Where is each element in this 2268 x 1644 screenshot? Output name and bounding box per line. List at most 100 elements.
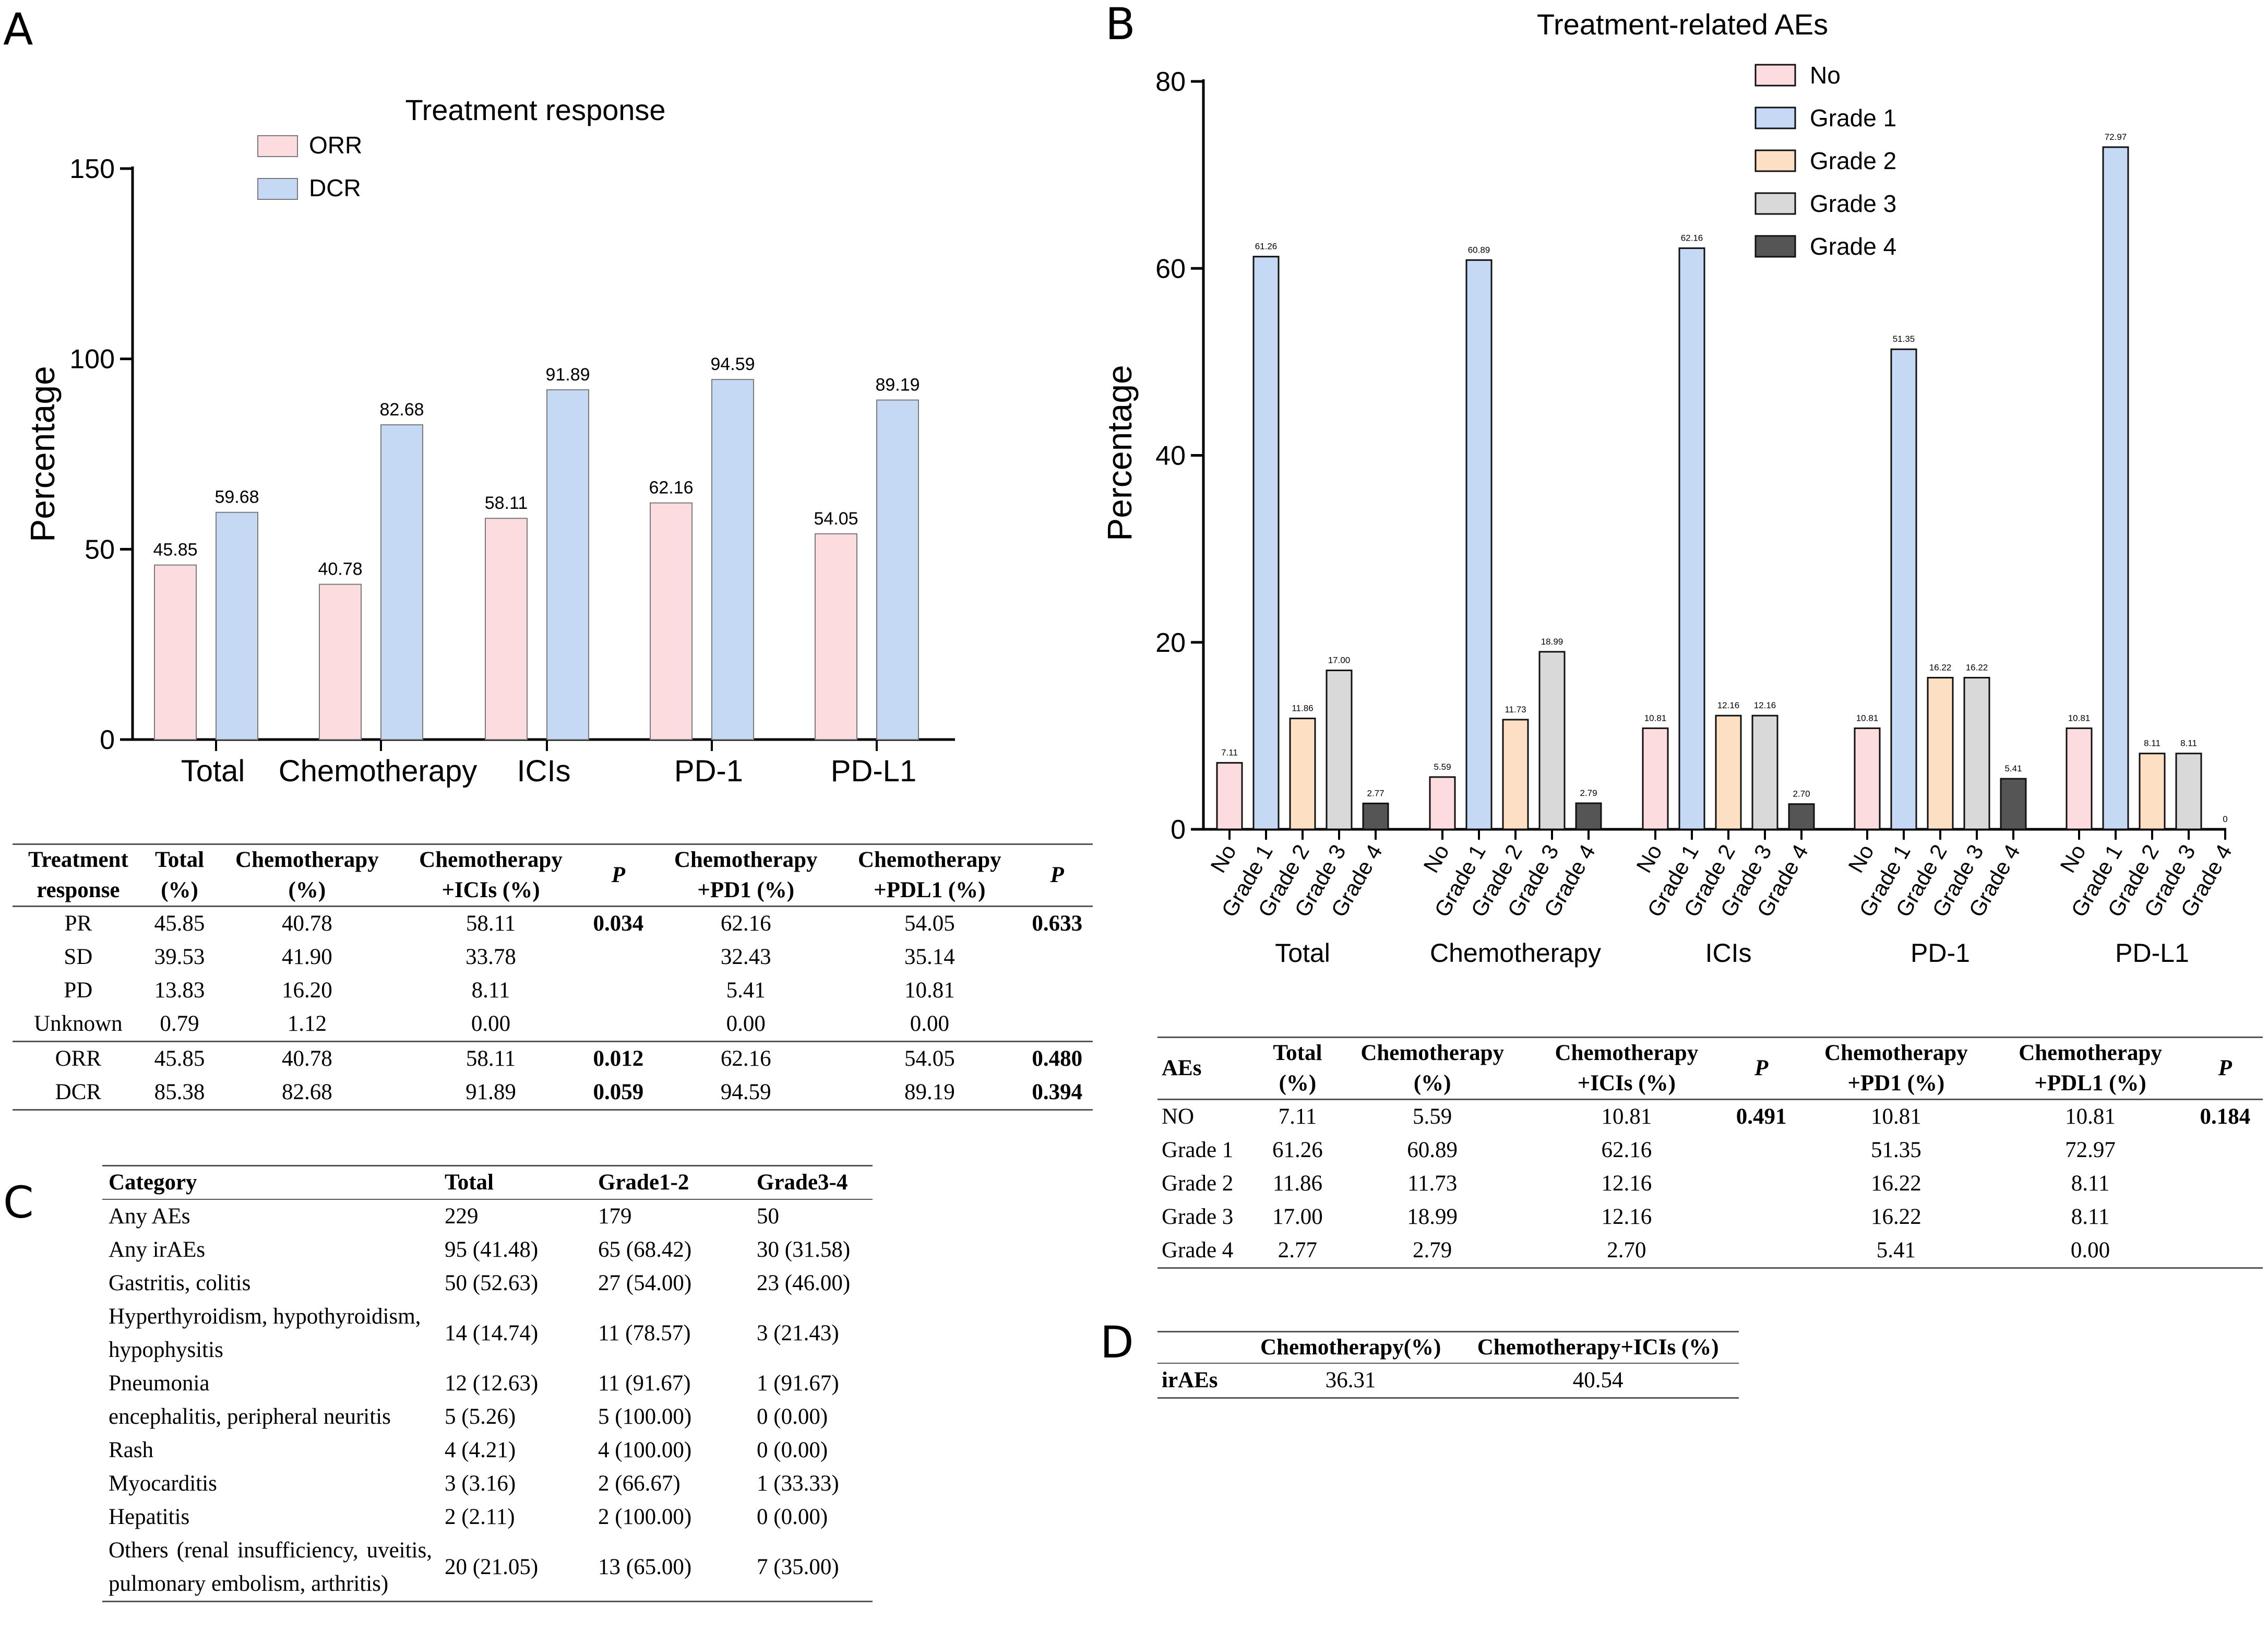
th-response: Treatment response	[28, 848, 128, 902]
table-row: Grade 4 2.77 2.79 2.70 5.41 0.00	[1157, 1234, 2263, 1268]
legend-label-dcr: DCR	[309, 174, 361, 201]
x-tick-label: PD-L1	[831, 754, 916, 788]
cell: encephalitis, peripheral neuritis	[109, 1404, 391, 1429]
cell: 2 (66.67)	[598, 1471, 681, 1496]
cell: 0.012	[593, 1046, 644, 1071]
data-label: 10.81	[2068, 713, 2091, 723]
panel-letter-b: B	[1105, 0, 1136, 50]
cell: Any AEs	[109, 1204, 190, 1229]
y-tick-label: 0	[1171, 815, 1186, 845]
x-tick-label: Chemotherapy	[279, 754, 477, 788]
data-label: 58.11	[485, 493, 528, 513]
legend-swatch-grade-1	[1754, 106, 1796, 129]
group-label: PD-1	[1911, 938, 1970, 968]
cell: Unknown	[34, 1011, 123, 1036]
cell: PD	[64, 978, 93, 1003]
legend-swatch-no	[1754, 64, 1796, 87]
table-c-irae-categories: Category Total Grade1-2 Grade3-4 Any AEs…	[102, 1165, 873, 1602]
table-row: Grade 3 17.00 18.99 12.16 16.22 8.11	[1157, 1200, 2263, 1234]
cell: 7.11	[1278, 1104, 1317, 1129]
cell: Hyperthyroidism, hypothyroidism, hypophy…	[109, 1304, 421, 1362]
cell: 11.86	[1272, 1171, 1322, 1196]
cell: 12 (12.63)	[445, 1371, 539, 1396]
table-row: Myocarditis 3 (3.16) 2 (66.67) 1 (33.33)	[102, 1467, 873, 1500]
cell: 0.00	[471, 1011, 511, 1036]
group-label: Chemotherapy	[1430, 938, 1601, 968]
cell: 8.11	[2071, 1205, 2110, 1229]
cell: 60.89	[1407, 1138, 1458, 1162]
bar-grade-1	[1252, 256, 1280, 830]
bar-orr	[815, 533, 857, 741]
cell: 20 (21.05)	[445, 1555, 539, 1579]
cell: 7 (35.00)	[757, 1555, 839, 1579]
cell: 4 (100.00)	[598, 1438, 692, 1462]
data-label: 91.89	[545, 365, 590, 385]
bar-orr	[319, 583, 362, 740]
table-row: Any AEs 229 179 50	[102, 1199, 873, 1233]
cell: 4 (4.21)	[445, 1438, 516, 1462]
cell: 61.26	[1272, 1138, 1323, 1162]
x-tick-label: PD-1	[674, 754, 743, 788]
y-tick-label: 20	[1155, 628, 1186, 658]
cell	[2188, 1200, 2263, 1234]
data-label: 5.41	[2004, 764, 2022, 773]
cell: 13.83	[154, 978, 205, 1003]
cell: 2.70	[1607, 1238, 1646, 1262]
bar-grade-3	[1326, 669, 1353, 830]
data-label: 11.73	[1505, 705, 1526, 714]
table-row: Gastritis, colitis 50 (52.63) 27 (54.00) 23…	[102, 1267, 873, 1300]
legend-label-grade-2: Grade 2	[1810, 147, 1896, 174]
th-category: Category	[109, 1170, 197, 1195]
chart-b-treatment-related-aes: Treatment-related AEs Percentage 0 20 40 60 80…	[1100, 8, 2237, 968]
y-tick-label: 150	[69, 154, 115, 184]
cell: 11 (78.57)	[598, 1321, 691, 1345]
cell: 179	[598, 1204, 632, 1229]
group-label: Total	[1275, 938, 1330, 968]
bar-grade-3	[2175, 753, 2202, 830]
cell: 62.16	[1601, 1138, 1652, 1162]
bar-orr	[154, 564, 197, 740]
cell: 2 (2.11)	[445, 1505, 515, 1529]
th-aes: AEs	[1162, 1056, 1202, 1080]
cell: 45.85	[154, 1046, 205, 1071]
cell: 0.480	[1032, 1046, 1083, 1071]
th-p2: P	[2218, 1056, 2232, 1080]
bar-grade-3	[1963, 676, 1990, 830]
x-tick-label: No	[1631, 840, 1667, 877]
cell: 16.22	[1870, 1205, 1921, 1229]
legend-swatch-dcr	[257, 178, 298, 200]
table-d-iraes: Chemotherapy(%) Chemotherapy+ICIs (%) ir…	[1157, 1331, 1739, 1399]
cell: Myocarditis	[109, 1471, 217, 1496]
cell: 45.85	[154, 911, 205, 936]
cell: 1.12	[287, 1011, 327, 1036]
cell: 23 (46.00)	[757, 1271, 851, 1295]
chart-a-treatment-response: Treatment response Percentage 0 50 100 150 Tot…	[23, 93, 955, 788]
cell: 10.81	[904, 978, 955, 1003]
data-label: 72.97	[2105, 132, 2127, 142]
bar-orr	[485, 518, 528, 740]
group-label: ICIs	[1705, 938, 1752, 968]
bar-dcr	[380, 424, 423, 740]
y-tick-label: 60	[1155, 254, 1186, 284]
th-chemo-icis: Chemotherapy+ICIs (%)	[1477, 1335, 1719, 1360]
y-axis-label: Percentage	[1100, 365, 1139, 541]
cell: 2.77	[1278, 1238, 1318, 1262]
table-row: Others (renal insufficiency, uveitis, pu…	[102, 1534, 873, 1602]
data-label: 62.16	[649, 478, 693, 498]
data-label: 82.68	[379, 400, 424, 420]
table-row: SD 39.53 41.90 33.78 32.43 35.14	[13, 940, 1093, 974]
bar-grade-2	[1927, 676, 1954, 830]
cell: ORR	[55, 1046, 102, 1071]
cell: 40.78	[282, 911, 332, 936]
cell: Hepatitis	[109, 1505, 190, 1529]
y-axis-label: Percentage	[23, 366, 62, 542]
cell: 10.81	[1601, 1104, 1652, 1129]
cell: 0.394	[1032, 1080, 1083, 1104]
th-chemo-pd1: Chemotherapy +PD1 (%)	[674, 848, 818, 902]
y-tick-label: 0	[100, 725, 115, 755]
cell	[1724, 1134, 1799, 1167]
th-empty	[1157, 1332, 1244, 1364]
bar-dcr	[711, 379, 754, 740]
cell	[2188, 1167, 2263, 1200]
cell: 50	[757, 1204, 779, 1229]
